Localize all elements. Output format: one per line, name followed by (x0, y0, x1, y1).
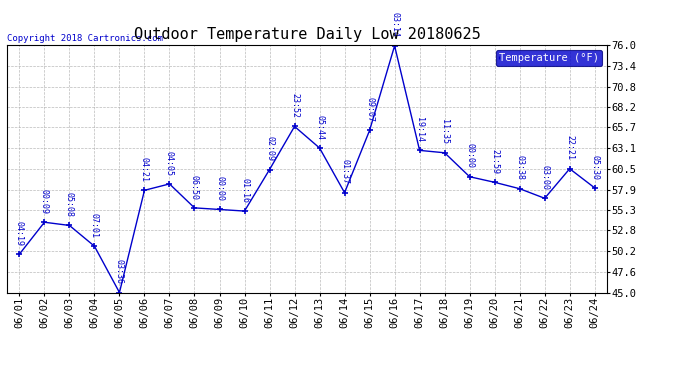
Text: 03:14: 03:14 (390, 12, 399, 38)
Text: 00:09: 00:09 (40, 189, 49, 214)
Text: 04:21: 04:21 (140, 157, 149, 182)
Text: 01:37: 01:37 (340, 159, 349, 184)
Text: 04:05: 04:05 (165, 151, 174, 176)
Text: 05:44: 05:44 (315, 115, 324, 140)
Legend: Temperature (°F): Temperature (°F) (495, 50, 602, 66)
Text: 03:00: 03:00 (540, 165, 549, 190)
Text: 05:30: 05:30 (590, 154, 599, 180)
Text: 22:21: 22:21 (565, 135, 574, 160)
Text: 19:14: 19:14 (415, 117, 424, 142)
Text: 04:19: 04:19 (15, 221, 24, 246)
Text: 07:01: 07:01 (90, 213, 99, 238)
Text: 21:59: 21:59 (490, 149, 499, 174)
Text: 03:36: 03:36 (115, 259, 124, 284)
Text: 06:50: 06:50 (190, 174, 199, 200)
Text: 03:38: 03:38 (515, 155, 524, 180)
Text: 00:00: 00:00 (215, 176, 224, 201)
Text: 01:16: 01:16 (240, 178, 249, 203)
Text: 00:00: 00:00 (465, 143, 474, 168)
Text: 23:52: 23:52 (290, 93, 299, 118)
Title: Outdoor Temperature Daily Low 20180625: Outdoor Temperature Daily Low 20180625 (134, 27, 480, 42)
Text: 02:09: 02:09 (265, 136, 274, 161)
Text: Copyright 2018 Cartronics.com: Copyright 2018 Cartronics.com (7, 33, 163, 42)
Text: 05:08: 05:08 (65, 192, 74, 217)
Text: 09:07: 09:07 (365, 97, 374, 122)
Text: 11:35: 11:35 (440, 120, 449, 144)
